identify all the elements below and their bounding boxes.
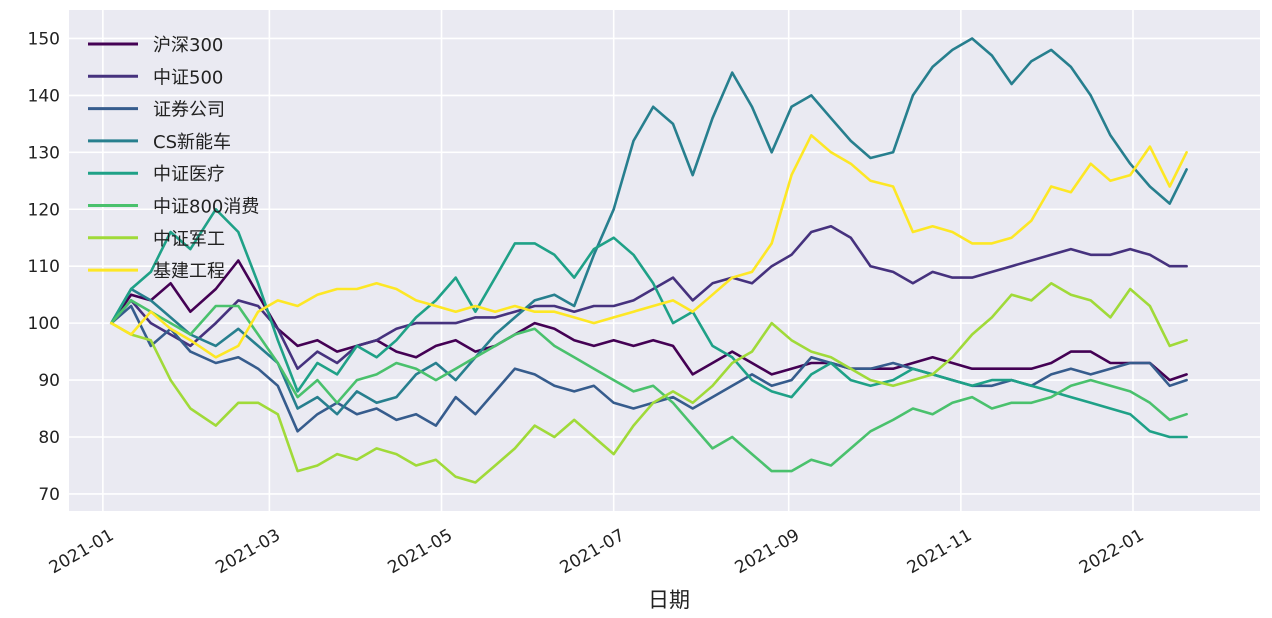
- y-tick-label: 150: [28, 29, 60, 49]
- y-tick-label: 120: [28, 200, 60, 220]
- y-tick-label: 80: [38, 428, 60, 448]
- plot-area: [69, 10, 1260, 511]
- series-line-0: [110, 259, 1188, 382]
- y-tick-label: 70: [38, 485, 60, 505]
- x-tick-label: 2022-01: [1076, 525, 1148, 578]
- legend-label: 证券公司: [153, 100, 225, 121]
- series-line-5: [110, 299, 1188, 473]
- x-tick-label: 2021-05: [385, 525, 457, 578]
- legend-label: 沪深300: [153, 35, 223, 56]
- y-tick-label: 90: [38, 371, 60, 391]
- legend-label: 中证500: [153, 67, 223, 88]
- legend-label: 中证医疗: [153, 164, 225, 185]
- series-line-4: [110, 208, 1188, 439]
- y-tick-labels: 70 80 90 100 110 120 130 140 150: [28, 29, 60, 504]
- x-gridlines: [102, 10, 1134, 511]
- series-line-6: [110, 281, 1188, 484]
- series-lines: [110, 37, 1188, 484]
- series-line-7: [110, 134, 1188, 359]
- x-tick-label: 2021-09: [732, 525, 804, 578]
- y-tick-label: 100: [28, 314, 60, 334]
- y-tick-label: 130: [28, 143, 60, 163]
- x-axis-title: 日期: [648, 588, 690, 612]
- y-tick-label: 140: [28, 86, 60, 106]
- series-line-1: [110, 225, 1188, 371]
- x-tick-label: 2021-07: [557, 525, 629, 578]
- y-tick-label: 110: [28, 257, 60, 277]
- series-line-3: [110, 37, 1188, 416]
- legend-label: CS新能车: [153, 132, 231, 153]
- legend-label: 中证800消费: [153, 197, 259, 218]
- x-tick-label: 2021-01: [46, 525, 118, 578]
- x-tick-label: 2021-03: [212, 525, 284, 578]
- x-tick-label: 2021-11: [904, 525, 976, 578]
- y-gridlines: [69, 37, 1260, 495]
- x-tick-labels: 2021-01 2021-03 2021-05 2021-07 2021-09 2021-…: [46, 525, 1148, 578]
- legend-label: 基建工程: [153, 261, 225, 282]
- legend-label: 中证军工: [153, 229, 225, 250]
